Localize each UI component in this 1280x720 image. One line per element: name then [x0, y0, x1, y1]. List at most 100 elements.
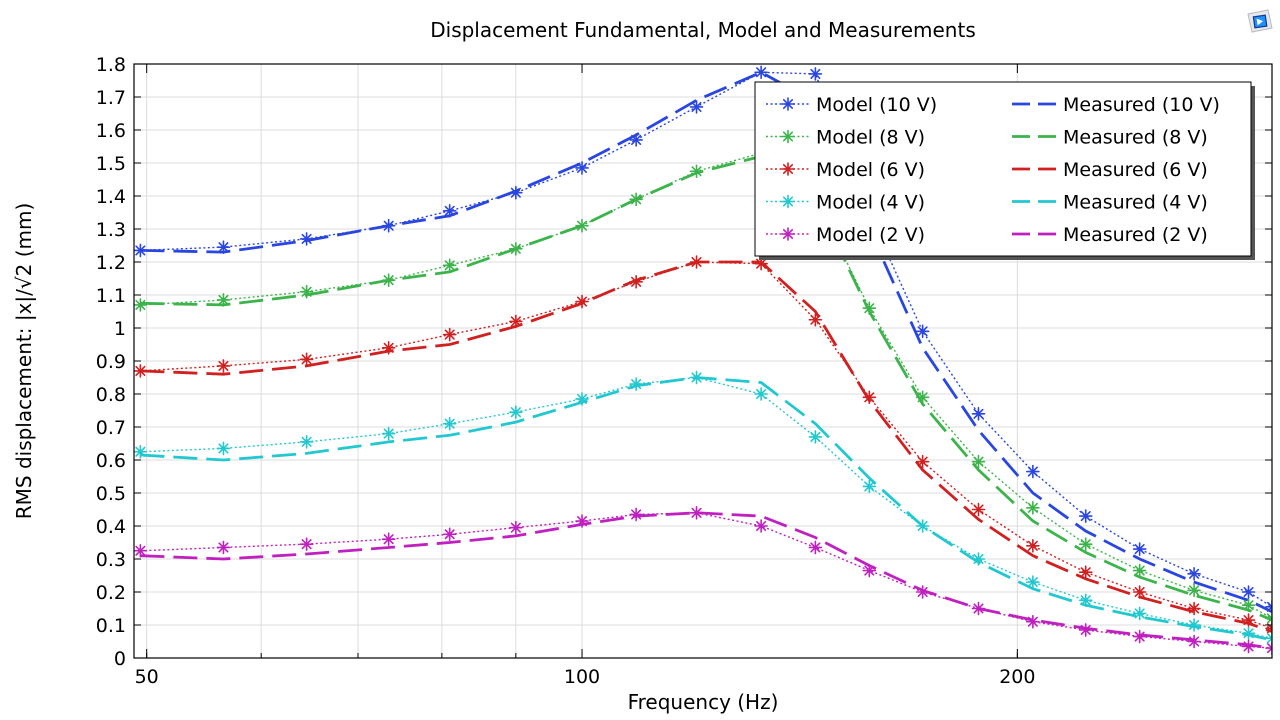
data-point: [299, 232, 314, 246]
data-point: [299, 537, 314, 551]
y-tick-label: 1.8: [96, 54, 126, 76]
data-point: [1265, 611, 1272, 626]
data-point: [689, 100, 704, 114]
data-point: [442, 327, 457, 342]
chart-title: Displacement Fundamental, Model and Meas…: [430, 18, 976, 42]
data-point: [915, 324, 930, 339]
data-point: [1241, 626, 1256, 641]
series-measured-4-v: [140, 376, 1272, 642]
data-point: [1187, 583, 1201, 598]
data-point: [134, 444, 148, 459]
data-point: [299, 352, 314, 367]
legend-marker: [781, 194, 795, 209]
series-model-6-v: [134, 255, 1272, 636]
legend-entry: Model (10 V): [766, 94, 937, 116]
data-point: [1132, 542, 1147, 556]
data-point: [1026, 501, 1040, 515]
data-point: [1078, 537, 1093, 551]
data-point: [689, 255, 704, 269]
data-point: [134, 298, 148, 312]
legend-label: Measured (4 V): [1063, 192, 1208, 214]
y-tick-label: 0.3: [96, 549, 126, 571]
data-point: [754, 387, 768, 401]
data-point: [1265, 600, 1272, 614]
data-point: [1265, 641, 1272, 655]
data-point: [1241, 613, 1256, 627]
data-point: [629, 192, 643, 207]
legend-label: Measured (8 V): [1063, 127, 1208, 149]
data-point: [971, 454, 986, 469]
data-point: [575, 218, 589, 233]
y-axis-label: RMS displacement: |x|/√2 (mm): [12, 203, 36, 520]
series-model-10-v: [134, 65, 1272, 614]
data-point: [915, 390, 930, 405]
data-point: [1132, 563, 1147, 578]
series-line: [140, 512, 1272, 649]
legend-label: Model (10 V): [816, 94, 937, 116]
data-point: [299, 284, 314, 299]
data-point: [1078, 623, 1093, 637]
legend-entry: Measured (10 V): [1012, 94, 1220, 116]
series-line: [140, 260, 1272, 633]
data-point: [1132, 629, 1147, 644]
data-point: [1026, 575, 1040, 589]
data-point: [216, 240, 231, 254]
comsol-logo-icon: [1247, 9, 1273, 33]
x-tick-label: 100: [564, 666, 600, 688]
legend-label: Measured (10 V): [1063, 94, 1220, 116]
series-line: [140, 511, 1272, 650]
legend-entry: Measured (8 V): [1012, 127, 1208, 149]
data-point: [629, 377, 643, 391]
data-point: [1187, 601, 1201, 616]
y-tick-label: 1.6: [96, 120, 126, 142]
y-tick-label: 1.3: [96, 219, 126, 241]
data-point: [442, 258, 457, 273]
y-tick-label: 0.9: [96, 351, 126, 373]
legend-entry: Measured (6 V): [1012, 159, 1208, 181]
data-point: [575, 161, 589, 175]
legend-label: Measured (6 V): [1063, 159, 1208, 181]
legend-marker: [781, 97, 795, 111]
series-line: [140, 376, 1272, 642]
data-point: [509, 520, 523, 535]
x-tick-label: 50: [135, 666, 159, 688]
data-point: [1241, 585, 1256, 599]
data-point: [1026, 538, 1040, 553]
data-point: [689, 370, 704, 385]
data-point: [575, 514, 589, 528]
data-point: [862, 301, 877, 316]
data-point: [1187, 567, 1201, 581]
legend-box: [754, 81, 1252, 257]
y-tick-label: 1.4: [96, 186, 126, 208]
x-tick-label: 200: [999, 666, 1035, 688]
series-measured-6-v: [140, 260, 1272, 633]
x-axis: 50 100 200: [135, 64, 1035, 688]
data-point: [442, 416, 457, 431]
y-tick-label: 1.7: [96, 87, 126, 109]
y-tick-label: 1.2: [96, 252, 126, 274]
data-point: [1187, 634, 1201, 649]
data-point: [754, 519, 768, 533]
data-point: [134, 543, 148, 558]
data-point: [381, 218, 396, 233]
legend-entry: Measured (2 V): [1012, 224, 1208, 246]
data-point: [1078, 565, 1093, 580]
data-point: [216, 293, 231, 307]
data-point: [1265, 631, 1272, 646]
series-model-4-v: [134, 370, 1272, 646]
legend-entry: Measured (4 V): [1012, 192, 1208, 214]
y-tick-label: 1: [114, 318, 126, 340]
data-point: [216, 540, 231, 555]
data-point: [381, 273, 396, 287]
legend-label: Model (6 V): [816, 159, 925, 181]
y-tick-label: 0.1: [96, 615, 126, 637]
series-layer: [134, 65, 1272, 655]
data-point: [629, 133, 643, 147]
data-point: [134, 364, 148, 378]
data-point: [509, 185, 523, 200]
legend-marker: [781, 129, 795, 144]
data-point: [808, 67, 823, 81]
legend-label: Model (8 V): [816, 127, 925, 149]
data-point: [1078, 593, 1093, 608]
